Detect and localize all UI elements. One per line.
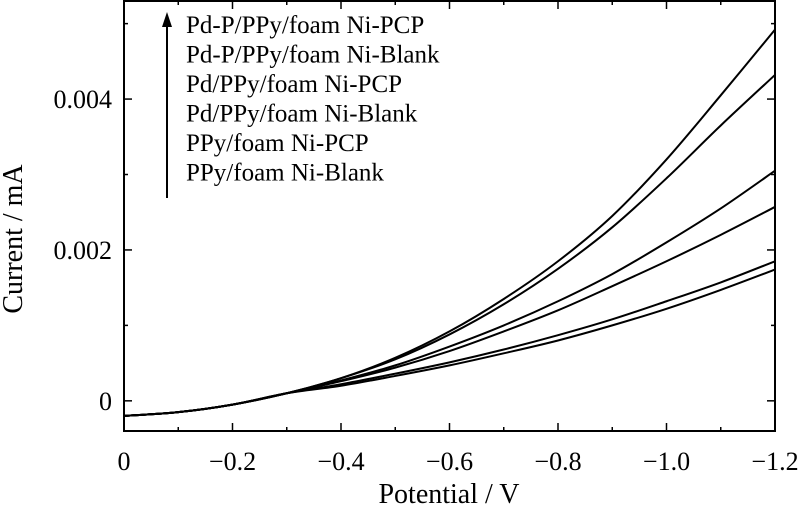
legend-entry: Pd-P/PPy/foam Ni-PCP bbox=[186, 12, 424, 39]
series-line-3 bbox=[123, 169, 776, 417]
legend-entry: Pd/PPy/foam Ni-PCP bbox=[186, 71, 402, 98]
x-tick-label: 0 bbox=[118, 447, 131, 476]
legend: Pd-P/PPy/foam Ni-PCP Pd-P/PPy/foam Ni-Bla… bbox=[162, 12, 440, 198]
x-tick-label: −1.2 bbox=[751, 447, 798, 476]
series-lines bbox=[123, 29, 776, 417]
series-line-6 bbox=[123, 268, 776, 417]
x-axis: 0 −0.2 −0.4 −0.6 −0.8 −1.0 −1.2 bbox=[118, 1, 799, 476]
x-tick-label: −0.2 bbox=[209, 447, 256, 476]
y-tick-label: 0 bbox=[99, 387, 112, 416]
x-tick-label: −1.0 bbox=[643, 447, 690, 476]
legend-arrow-head bbox=[162, 12, 172, 27]
x-tick-label: −0.4 bbox=[317, 447, 364, 476]
legend-entry: Pd/PPy/foam Ni-Blank bbox=[186, 101, 418, 128]
x-tick-label: −0.8 bbox=[534, 447, 581, 476]
series-line-5 bbox=[123, 260, 776, 417]
series-line-4 bbox=[123, 206, 776, 417]
legend-entry: Pd-P/PPy/foam Ni-Blank bbox=[186, 42, 440, 69]
legend-entry: PPy/foam Ni-Blank bbox=[186, 160, 384, 187]
y-tick-label: 0.002 bbox=[54, 236, 113, 265]
y-axis: 0 0.002 0.004 bbox=[54, 22, 775, 416]
y-axis-title: Current / mA bbox=[0, 164, 29, 314]
legend-entry: PPy/foam Ni-PCP bbox=[186, 130, 369, 157]
x-axis-title: Potential / V bbox=[378, 479, 519, 509]
x-tick-label: −0.6 bbox=[426, 447, 473, 476]
y-tick-label: 0.004 bbox=[54, 85, 113, 114]
